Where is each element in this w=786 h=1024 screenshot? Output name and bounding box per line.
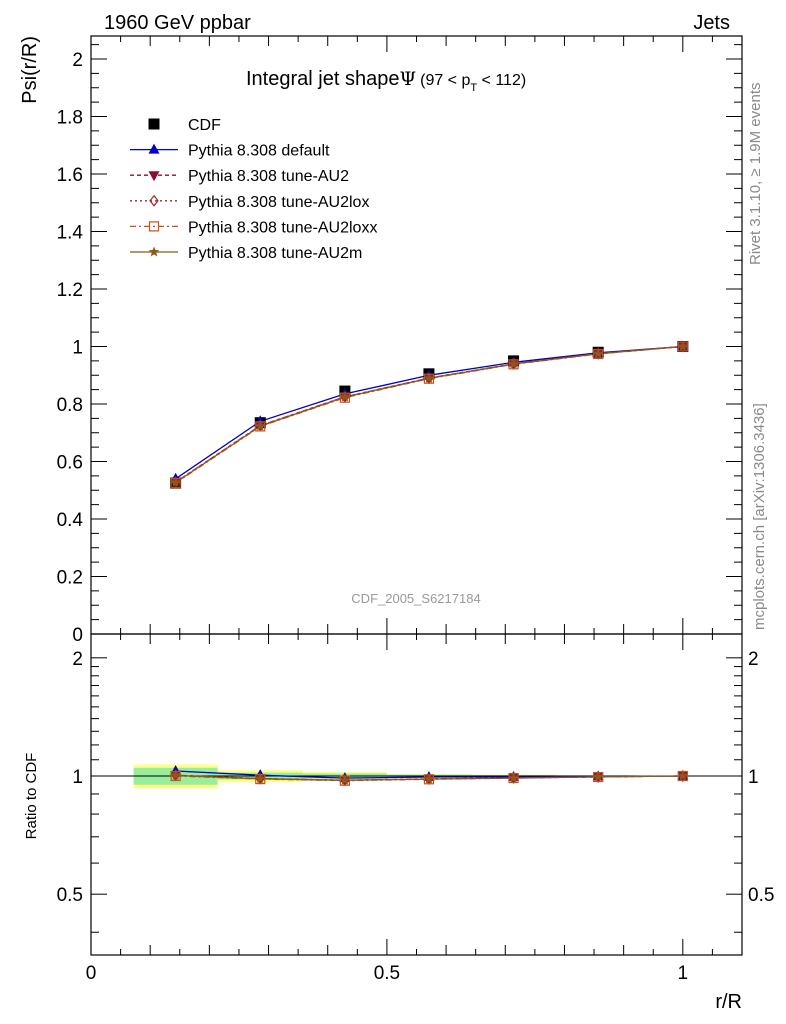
- legend-marker: [148, 246, 160, 257]
- title-range-sub: T: [470, 82, 477, 94]
- title-range-close: < 112): [477, 72, 526, 89]
- main-series-line: [175, 345, 683, 483]
- main-ytick-label: 0: [72, 625, 83, 646]
- main-series-line: [175, 345, 683, 483]
- title-psi: Ψ: [399, 68, 416, 90]
- ratio-point: [423, 773, 435, 784]
- main-ytick-label: 0.6: [57, 453, 83, 474]
- ratio-xlabel: r/R: [715, 991, 742, 1013]
- main-point: [423, 372, 435, 383]
- rivet-label: Rivet 3.1.10, ≥ 1.9M events: [747, 83, 764, 266]
- legend-marker: [148, 143, 160, 154]
- legend: CDF Pythia 8.308 default Pythia 8.308 tune…: [130, 117, 377, 262]
- ratio-xtick-label: 0: [86, 963, 97, 984]
- main-ytick-label: 1: [72, 338, 83, 359]
- main-series-line: [175, 345, 683, 484]
- title-main: Integral jet shape: [246, 68, 399, 90]
- ratio-point: [677, 770, 689, 781]
- main-series-line: [175, 345, 683, 484]
- main-series-line: [175, 345, 683, 480]
- ratio-xtick-label: 0.5: [374, 963, 400, 984]
- header-energy: 1960 GeV ppbar: [104, 12, 251, 34]
- ratio-ytick-label: 1: [72, 767, 83, 788]
- legend-label: CDF: [188, 117, 221, 134]
- main-ytick-label: 0.8: [57, 395, 83, 416]
- legend-label: Pythia 8.308 tune-AU2loxx: [188, 219, 377, 236]
- ratio-point: [339, 774, 351, 785]
- ratio-ytick-label-right: 1: [748, 767, 759, 788]
- legend-marker: [148, 171, 160, 182]
- main-ytick-label: 0.4: [57, 510, 84, 531]
- legend-marker: [148, 118, 160, 130]
- main-plot-area: 0 0.2 0.4 0.6 0.8 1 1.2 1.4 1.6 1.8 2: [57, 35, 743, 646]
- main-ytick-label: 1.8: [57, 108, 83, 129]
- main-ytick-label: 2: [72, 50, 83, 71]
- ratio-frame: [90, 633, 743, 956]
- legend-label: Pythia 8.308 default: [188, 143, 330, 160]
- main-ylabel: Psi(r/R): [19, 36, 41, 104]
- ratio-ytick-label: 0.5: [57, 885, 83, 906]
- main-point: [255, 420, 266, 431]
- legend-label: Pythia 8.308 tune-AU2: [188, 168, 349, 185]
- ratio-ylabel: Ratio to CDF: [23, 753, 40, 840]
- main-point: [592, 348, 604, 359]
- main-ytick-label: 1.2: [57, 280, 83, 301]
- ratio-xtick-label: 1: [678, 963, 689, 984]
- main-ytick-label: 1.4: [57, 223, 84, 244]
- legend-label: Pythia 8.308 tune-AU2lox: [188, 194, 369, 211]
- plot-title: Integral jet shapeΨ (97 < pT < 112): [246, 68, 526, 94]
- ratio-ytick-label: 2: [72, 649, 83, 670]
- ratio-plot-area: 0.5 0.5 1 1 2 2 0 0.5 1: [57, 633, 774, 984]
- ratio-point: [508, 772, 519, 783]
- main-point: [677, 341, 689, 351]
- mcplots-label: mcplots.cern.ch [arXiv:1306.3436]: [751, 403, 768, 630]
- main-point: [170, 476, 181, 487]
- header-jets: Jets: [693, 12, 730, 34]
- main-point: [339, 391, 351, 402]
- main-point: [508, 358, 519, 369]
- title-range-open: (97 < p: [420, 72, 470, 89]
- ratio-point: [170, 770, 181, 780]
- main-ytick-label: 0.2: [57, 568, 83, 589]
- ratio-ytick-label-right: 0.5: [748, 885, 774, 906]
- analysis-watermark: CDF_2005_S6217184: [351, 591, 480, 606]
- legend-marker: [148, 221, 160, 232]
- ratio-point: [255, 773, 266, 784]
- legend-label: Pythia 8.308 tune-AU2m: [188, 245, 362, 262]
- legend-marker: [149, 194, 159, 207]
- main-ytick-label: 1.6: [57, 165, 83, 186]
- ratio-point: [592, 771, 604, 782]
- ratio-ytick-label-right: 2: [748, 649, 759, 670]
